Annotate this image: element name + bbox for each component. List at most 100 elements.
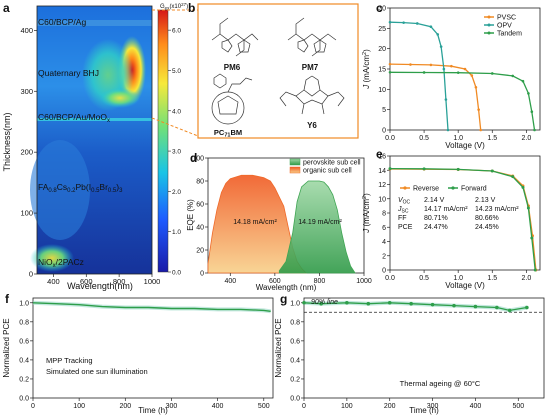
x-tick-label: 1000	[144, 277, 161, 286]
table-cell-reverse: 2.14 V	[424, 197, 445, 204]
x-axis-label: Wavelength (nm)	[256, 283, 317, 292]
data-point	[388, 167, 392, 171]
data-point	[473, 304, 478, 309]
table-row-label: PCE	[398, 224, 413, 231]
data-point	[470, 74, 474, 77]
data-point	[402, 21, 405, 24]
data-point	[388, 20, 392, 24]
x-tick-label: 400	[470, 403, 482, 410]
x-tick-label: 800	[113, 277, 126, 286]
table-cell-forward: 80.66%	[475, 215, 499, 222]
table-cell-forward: 14.23 mA/cm²	[475, 206, 519, 213]
data-point	[430, 302, 435, 307]
connector-line	[151, 117, 199, 137]
heatmap-layer-band	[37, 20, 152, 26]
x-tick-label: 200	[384, 403, 396, 410]
y-axis-label: J (mA/cm2)	[362, 49, 371, 90]
data-point	[442, 67, 446, 71]
data-point	[511, 74, 515, 78]
y-tick-label: 300	[20, 87, 33, 96]
data-point	[436, 33, 440, 36]
y-tick-label: 20	[378, 46, 386, 53]
molecule-pcbm	[211, 73, 253, 125]
y-tick-label: 0	[382, 268, 386, 275]
x-tick-label: 100	[73, 403, 85, 410]
y-tick-label: 5	[382, 107, 386, 114]
y-tick-label: 1.0	[19, 300, 29, 307]
jsc-label-organic: 14.18 mA/cm²	[233, 219, 277, 226]
panel-d: 400 600 800 1000 0 20 40 60 80 100 perovskite sub…	[186, 151, 372, 292]
y-axis-label: J (mA/cm2)	[362, 193, 371, 234]
data-point	[446, 128, 450, 132]
x-tick-label: 400	[212, 403, 224, 410]
y-axis-label: Normalized PCE	[274, 318, 283, 377]
x-tick-label: 300	[427, 403, 439, 410]
panel-c: 0.0 0.5 1.0 1.5 2.0 0 5 10 15 20 25 30 PVSCOPVTande…	[362, 1, 541, 150]
heatmap-hotspot	[100, 88, 140, 108]
y-tick-label: 0	[29, 270, 33, 279]
y-tick-label: 60	[196, 202, 204, 209]
data-point	[422, 71, 426, 74]
y-tick-label: 0.8	[19, 319, 29, 326]
colorbar-tick-label: 0.0	[172, 270, 181, 277]
x-axis-label: Voltage (V)	[445, 141, 485, 150]
legend-swatch	[289, 158, 301, 166]
panel-letter-f: f	[5, 292, 10, 306]
table-row-label: FF	[398, 215, 407, 222]
data-point	[387, 300, 392, 305]
y-tick-label: 16	[378, 154, 386, 161]
y-tick-label: 0.2	[290, 376, 300, 383]
x-tick-label: 600	[80, 277, 93, 286]
y-tick-label: 40	[196, 225, 204, 232]
y-tick-label: 10	[378, 196, 386, 203]
data-point	[444, 98, 448, 101]
x-tick-label: 0.5	[419, 135, 429, 142]
table-cell-reverse: 24.47%	[424, 224, 448, 231]
y-tick-label: 0.4	[290, 357, 300, 364]
plot-area-f	[32, 297, 274, 399]
y-tick-label: 200	[20, 148, 33, 157]
legend-marker	[451, 186, 455, 190]
data-point	[456, 167, 460, 171]
x-tick-label: 1000	[356, 278, 372, 285]
panel-letter-e: e	[376, 147, 383, 161]
data-point	[319, 301, 323, 306]
panel-g: 0 100 200 300 400 500 0.0 0.2 0.4 0.6 0.8 1.0 90% l…	[274, 292, 545, 415]
data-point	[477, 108, 480, 111]
y-tick-label: 4	[382, 239, 386, 246]
data-point	[345, 300, 349, 305]
legend-label: organic sub cell	[303, 168, 352, 175]
y-tick-label: 0	[382, 128, 386, 135]
reference-line-label: 90% line	[311, 299, 338, 306]
data-point	[388, 70, 392, 74]
y-tick-label: 0.4	[19, 357, 29, 364]
heatmap-hotspot	[30, 140, 90, 240]
molecule-pm7	[287, 17, 337, 57]
x-tick-label: 0.0	[385, 275, 395, 282]
data-point	[422, 167, 426, 171]
data-point	[302, 300, 306, 305]
y-tick-label: 12	[378, 182, 386, 189]
x-tick-label: 200	[119, 403, 131, 410]
data-point	[530, 110, 534, 113]
x-tick-label: 600	[269, 278, 281, 285]
y-tick-label: 400	[20, 26, 33, 35]
y-tick-label: 1.0	[290, 300, 300, 307]
molecule-pm6	[211, 17, 259, 57]
data-point	[490, 72, 494, 75]
series-line-thermal	[303, 302, 528, 312]
data-point	[530, 236, 534, 240]
colorbar-tick-label: 4.0	[172, 108, 181, 115]
data-point	[409, 301, 413, 306]
x-axis-label: Time (h)	[138, 406, 168, 415]
molecule-label-pcbm: PC71BM	[214, 128, 242, 139]
y-tick-label: 14	[378, 168, 386, 175]
x-tick-label: 400	[224, 278, 236, 285]
heatmap-layer-band	[37, 118, 152, 121]
x-axis-label: Voltage (V)	[445, 281, 485, 290]
x-tick-label: 0	[302, 403, 306, 410]
data-point	[452, 303, 456, 308]
data-point	[429, 25, 433, 29]
x-tick-label: 2.0	[521, 135, 531, 142]
